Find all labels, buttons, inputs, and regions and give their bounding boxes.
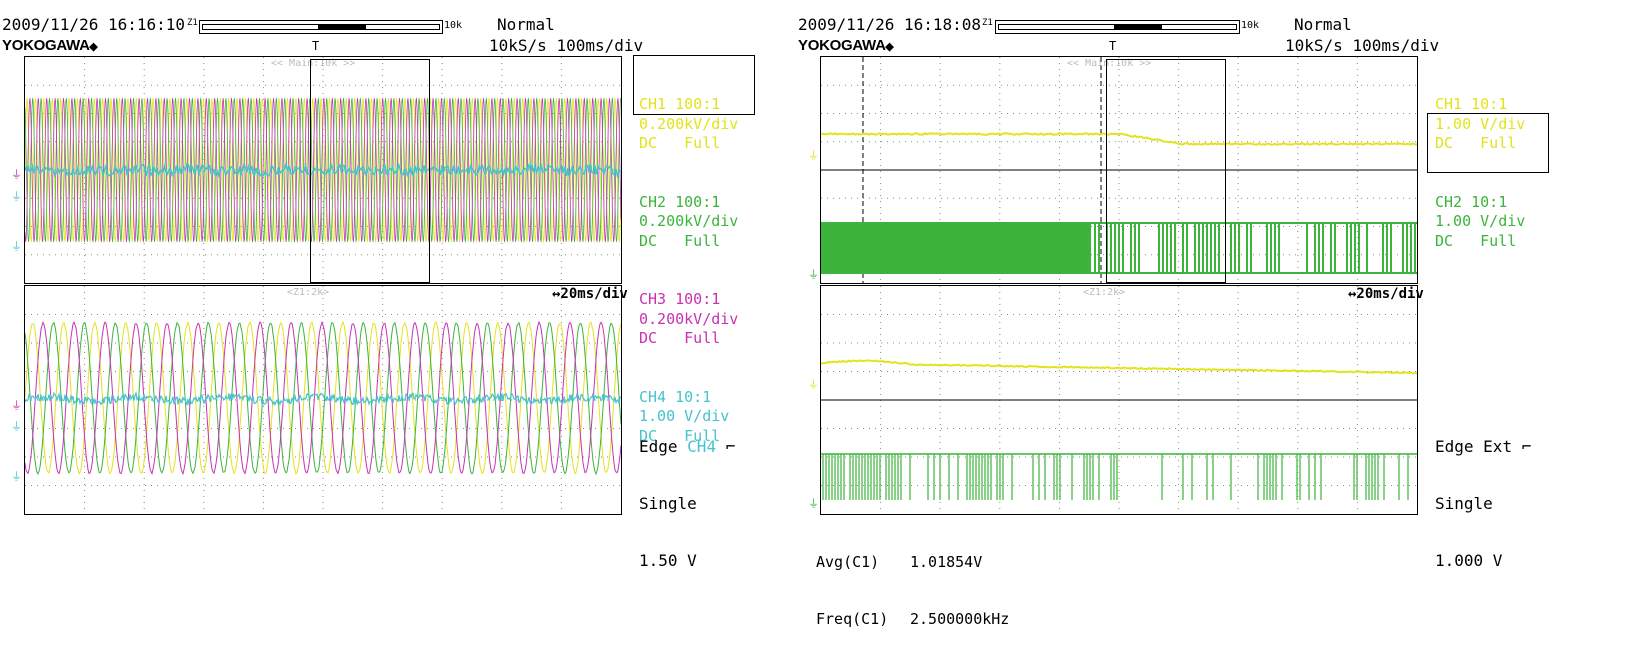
ground-marker-icon: ⏚ bbox=[808, 147, 819, 163]
right-trigger-level: 1.000 V bbox=[1435, 551, 1531, 570]
ground-marker-icon: ⏚ bbox=[11, 418, 22, 434]
left-main-window: << Main:10k >> bbox=[24, 56, 622, 284]
right-channel-labels: CH1 10:1 1.00 V/div DC Full CH2 10:1 1.00 V… bbox=[1435, 56, 1525, 290]
left-sample-rate: 10kS/s 100ms/div bbox=[489, 37, 643, 55]
right-zoom-window-tag: <Z1:2k> bbox=[1083, 287, 1125, 298]
measurement-row: Freq(C1) 2.500000kHz bbox=[816, 610, 1009, 629]
falling-edge-icon: ⌐ bbox=[726, 437, 736, 456]
ground-marker-icon: ⏚ bbox=[808, 495, 819, 511]
left-ch3-label[interactable]: CH3 100:1 0.200kV/div DC Full bbox=[639, 290, 738, 349]
right-ch1-label[interactable]: CH1 10:1 1.00 V/div DC Full bbox=[1435, 95, 1525, 154]
right-zoom-window: <Z1:2k> ↔20ms/div bbox=[820, 285, 1418, 515]
trigger-position-icon: T bbox=[312, 39, 319, 53]
ground-marker-icon: ⏚ bbox=[11, 238, 22, 254]
left-ch2-label[interactable]: CH2 100:1 0.200kV/div DC Full bbox=[639, 193, 738, 252]
right-brand-logo: YOKOGAWA bbox=[798, 37, 886, 54]
right-measurements: Avg(C1) 1.01854V Freq(C1) 2.500000kHz bbox=[816, 515, 1009, 667]
left-trigger-type: Edge bbox=[639, 437, 678, 456]
right-datetime: 2009/11/26 16:18:08 bbox=[798, 16, 981, 34]
left-trigger-mode-single: Single bbox=[639, 494, 735, 513]
left-zoom-window: <Z1:2k> ↔20ms/div bbox=[24, 285, 622, 515]
right-record-length: 10k bbox=[1241, 20, 1259, 31]
ground-marker-icon: ⏚ bbox=[808, 376, 819, 392]
left-zoom-region[interactable] bbox=[310, 59, 430, 283]
waveform-trace bbox=[821, 360, 1417, 373]
left-trigger-mode: Normal bbox=[497, 16, 555, 34]
left-record-length: 10k bbox=[444, 20, 462, 31]
right-trigger-source: Ext bbox=[1483, 437, 1512, 456]
diamond-icon: ◆ bbox=[89, 37, 98, 55]
right-record-bar bbox=[995, 20, 1240, 34]
right-zoom-region[interactable] bbox=[1106, 59, 1226, 283]
diamond-icon: ◆ bbox=[885, 37, 894, 55]
rising-edge-icon: ⌐ bbox=[1522, 437, 1532, 456]
waveform-burst bbox=[821, 222, 1091, 274]
right-main-window: << Main:10k >> bbox=[820, 56, 1418, 284]
left-trigger-level: 1.50 V bbox=[639, 551, 735, 570]
left-zoom-tag: Z1 bbox=[187, 18, 198, 28]
right-trigger-mode: Normal bbox=[1294, 16, 1352, 34]
right-trigger-mode-single: Single bbox=[1435, 494, 1531, 513]
right-zoom-time-div: ↔20ms/div bbox=[1348, 286, 1424, 302]
left-zoom-window-tag: <Z1:2k> bbox=[287, 287, 329, 298]
left-datetime: 2009/11/26 16:16:10 bbox=[2, 16, 185, 34]
trigger-position-icon: T bbox=[1109, 39, 1116, 53]
ground-marker-icon: ⏚ bbox=[808, 266, 819, 282]
ground-marker-icon: ⏚ bbox=[11, 166, 22, 182]
left-brand-logo: YOKOGAWA bbox=[2, 37, 90, 54]
ground-marker-icon: ⏚ bbox=[11, 468, 22, 484]
left-trigger-source: CH4 bbox=[687, 437, 716, 456]
right-zoom-tag: Z1 bbox=[982, 18, 993, 28]
left-record-bar bbox=[199, 20, 443, 34]
right-trigger-type: Edge bbox=[1435, 437, 1474, 456]
right-ch2-label[interactable]: CH2 10:1 1.00 V/div DC Full bbox=[1435, 193, 1525, 252]
measurement-row: Avg(C1) 1.01854V bbox=[816, 553, 1009, 572]
ground-marker-icon: ⏚ bbox=[11, 188, 22, 204]
ground-marker-icon: ⏚ bbox=[11, 397, 22, 413]
left-zoom-time-div: ↔20ms/div bbox=[552, 286, 628, 302]
left-ch1-label[interactable]: CH1 100:1 0.200kV/div DC Full bbox=[639, 95, 738, 154]
right-sample-rate: 10kS/s 100ms/div bbox=[1285, 37, 1439, 55]
